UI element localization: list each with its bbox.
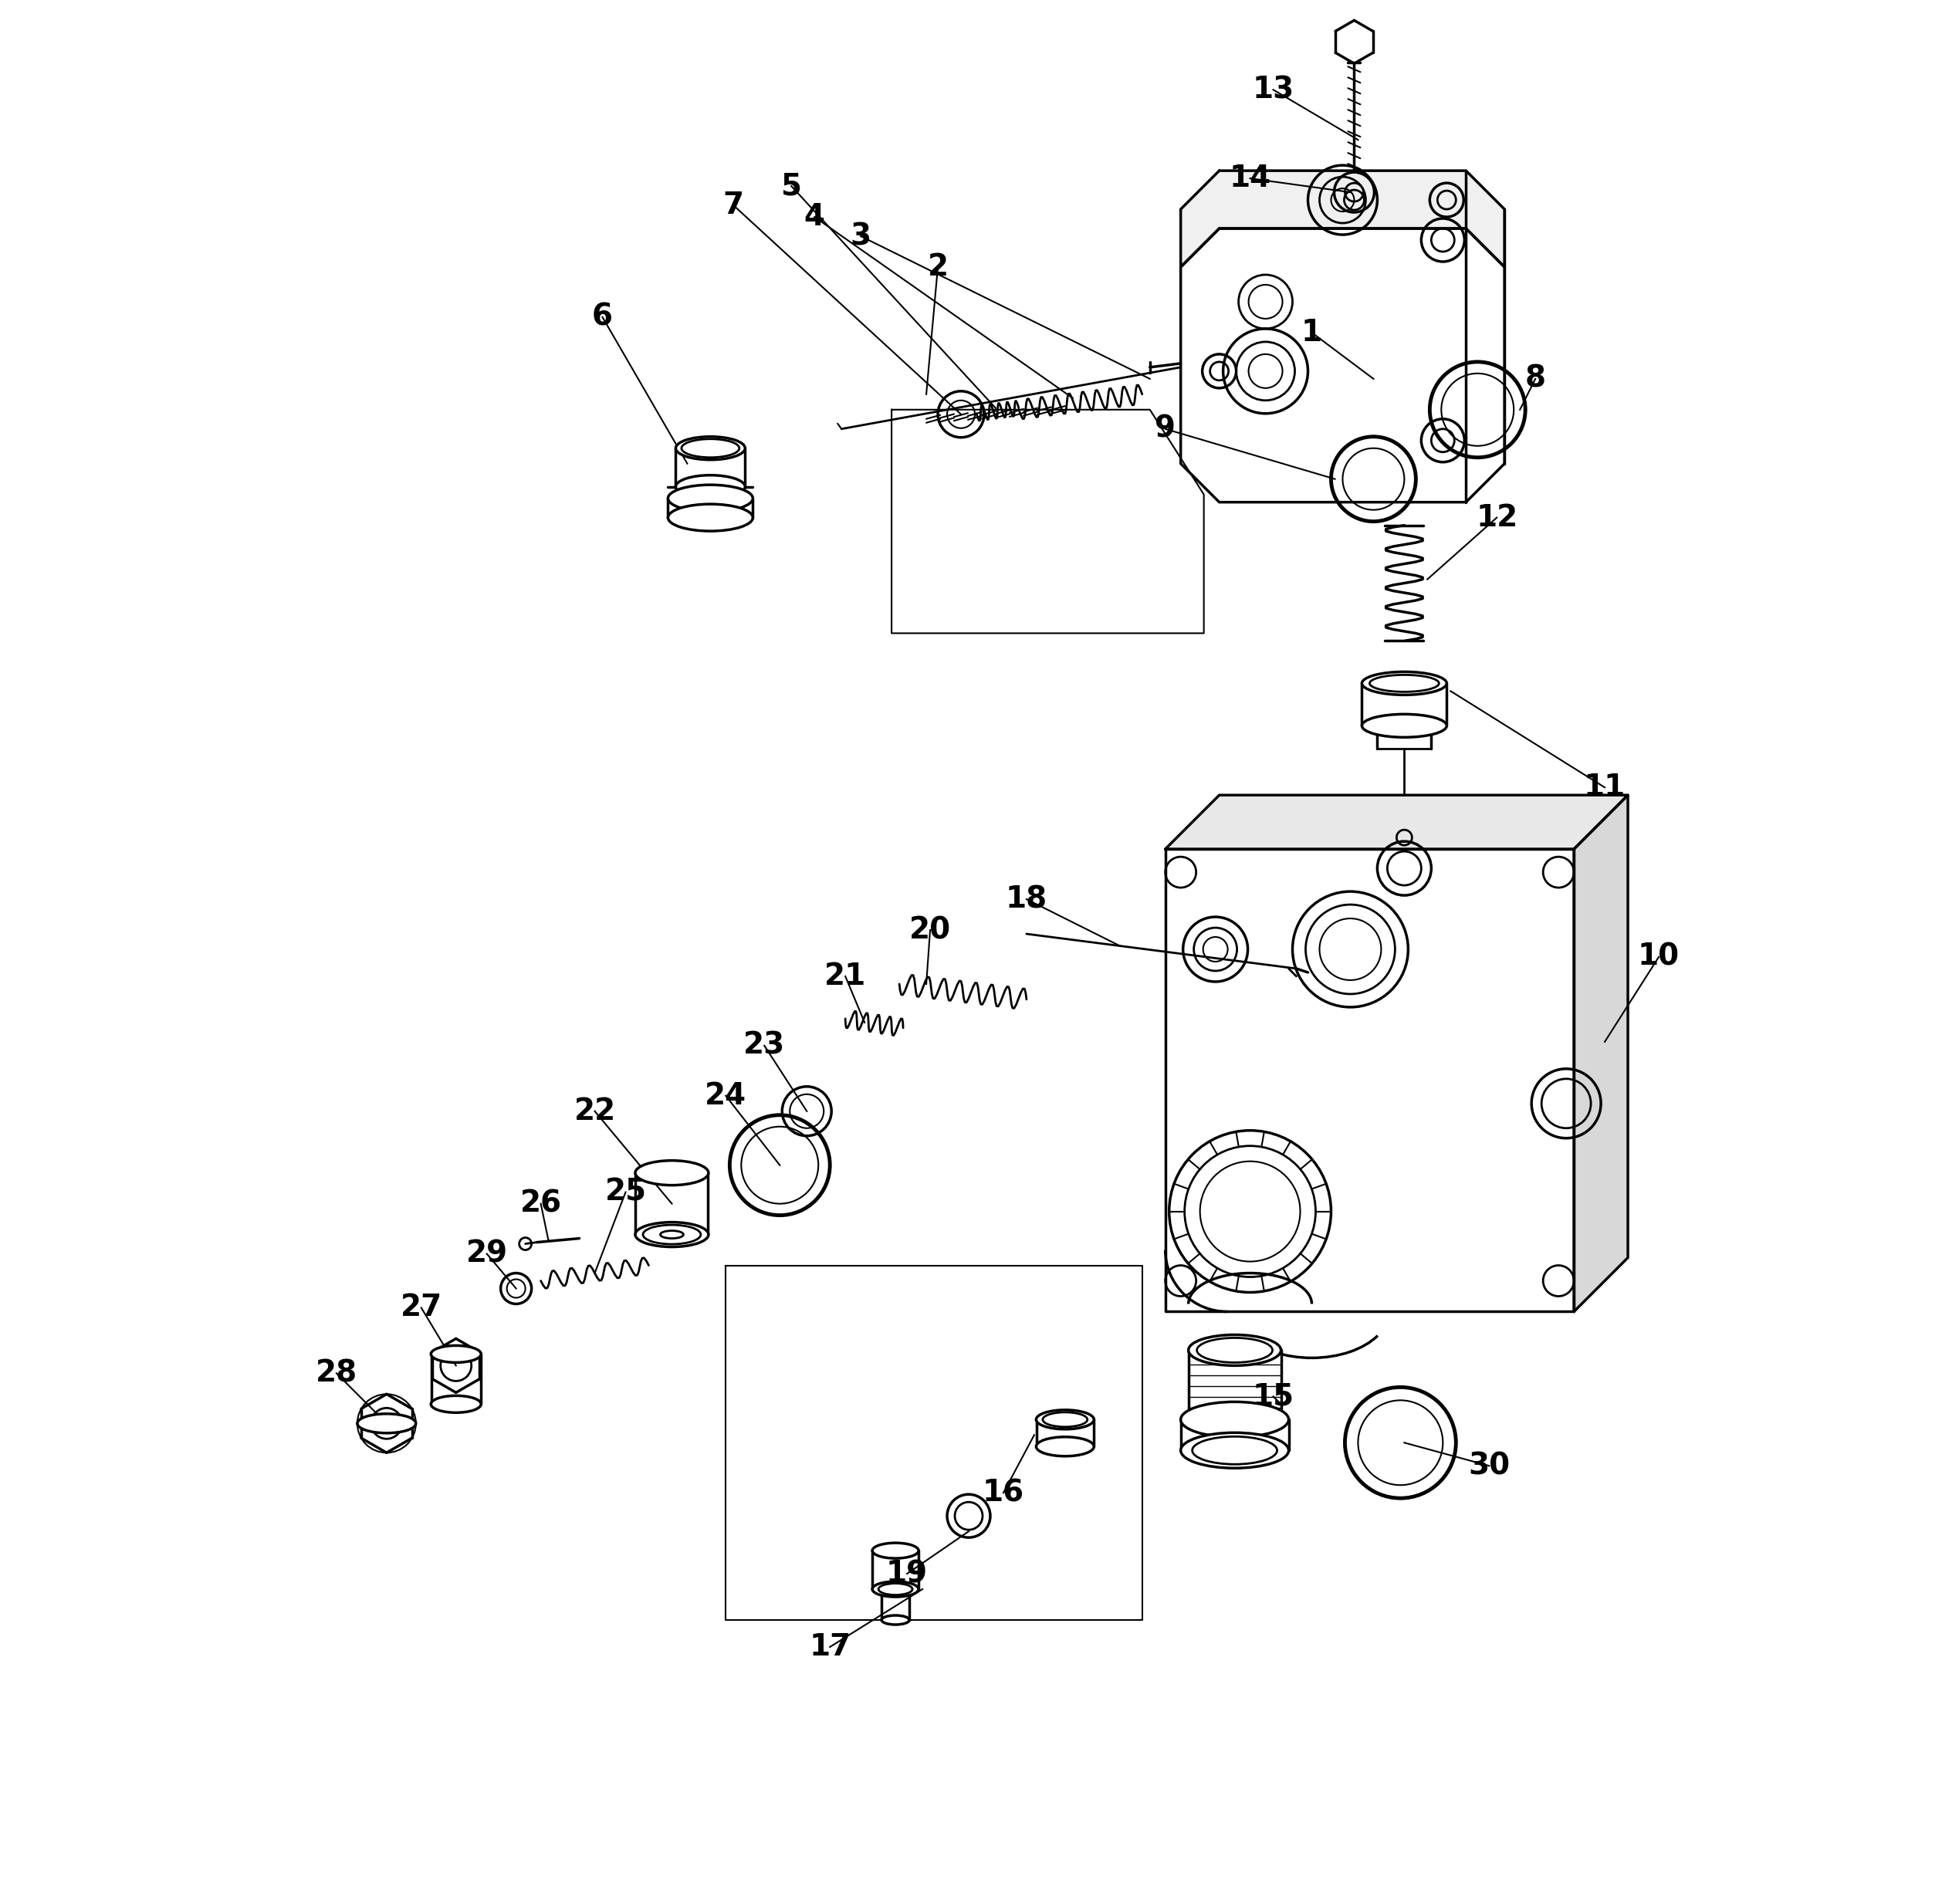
- Polygon shape: [1573, 796, 1627, 1312]
- Text: 15: 15: [1253, 1382, 1293, 1411]
- Text: 27: 27: [400, 1293, 443, 1323]
- Ellipse shape: [635, 1161, 709, 1184]
- Polygon shape: [1181, 171, 1505, 267]
- Text: 11: 11: [1585, 773, 1625, 802]
- Text: 29: 29: [466, 1240, 507, 1268]
- Ellipse shape: [668, 505, 753, 531]
- Polygon shape: [1181, 228, 1505, 503]
- Text: 28: 28: [317, 1359, 357, 1388]
- Text: 24: 24: [705, 1081, 748, 1110]
- Text: 16: 16: [983, 1478, 1023, 1508]
- Ellipse shape: [872, 1582, 919, 1597]
- Text: 23: 23: [744, 1030, 785, 1061]
- Ellipse shape: [1361, 672, 1447, 695]
- Text: 12: 12: [1476, 503, 1519, 533]
- Text: 9: 9: [1155, 415, 1175, 444]
- Ellipse shape: [882, 1615, 909, 1624]
- Text: 17: 17: [810, 1632, 851, 1662]
- Text: 30: 30: [1468, 1451, 1511, 1481]
- Text: 2: 2: [928, 253, 948, 282]
- Text: 6: 6: [592, 303, 614, 331]
- Text: 21: 21: [825, 962, 866, 990]
- Text: 8: 8: [1524, 364, 1546, 394]
- Ellipse shape: [1181, 1401, 1289, 1438]
- Ellipse shape: [872, 1542, 919, 1557]
- Ellipse shape: [431, 1396, 482, 1413]
- Text: 13: 13: [1253, 74, 1293, 105]
- Text: 1: 1: [1301, 318, 1323, 347]
- Ellipse shape: [1037, 1438, 1093, 1457]
- Text: 7: 7: [722, 190, 744, 221]
- Text: 26: 26: [520, 1188, 561, 1219]
- Ellipse shape: [1361, 714, 1447, 737]
- Ellipse shape: [668, 486, 753, 512]
- Ellipse shape: [676, 436, 746, 459]
- Text: 20: 20: [909, 916, 952, 944]
- Text: 19: 19: [886, 1559, 928, 1588]
- Ellipse shape: [1189, 1403, 1282, 1436]
- Text: 5: 5: [781, 171, 802, 200]
- Polygon shape: [1165, 849, 1573, 1312]
- Text: 3: 3: [851, 221, 872, 251]
- Text: 4: 4: [804, 202, 825, 232]
- Text: 10: 10: [1637, 942, 1680, 971]
- Text: 14: 14: [1229, 164, 1270, 192]
- Ellipse shape: [431, 1346, 482, 1363]
- Text: 25: 25: [604, 1177, 647, 1207]
- Ellipse shape: [357, 1415, 416, 1434]
- Polygon shape: [1165, 796, 1627, 849]
- Text: 22: 22: [573, 1097, 616, 1125]
- Ellipse shape: [635, 1222, 709, 1247]
- Ellipse shape: [1181, 1432, 1289, 1468]
- Text: 18: 18: [1006, 885, 1047, 914]
- Ellipse shape: [1037, 1411, 1093, 1430]
- Ellipse shape: [1189, 1335, 1282, 1365]
- Ellipse shape: [676, 476, 746, 499]
